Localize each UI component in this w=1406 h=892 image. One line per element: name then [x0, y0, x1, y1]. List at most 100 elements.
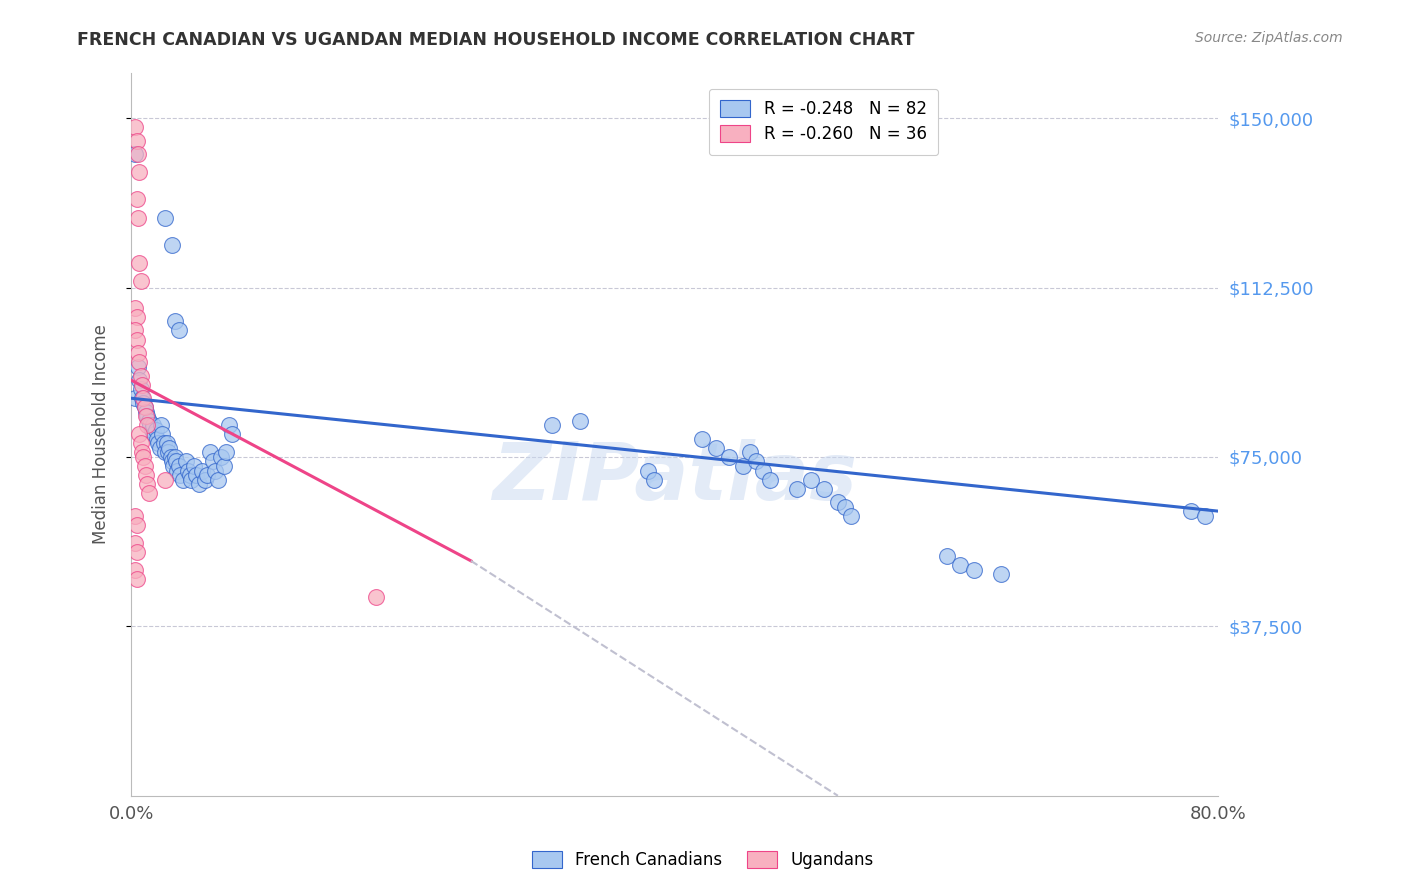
Point — [125, 545, 148, 559]
Point — [149, 441, 172, 455]
Point — [841, 508, 863, 523]
Point — [827, 495, 849, 509]
Point — [193, 473, 215, 487]
Point — [124, 536, 146, 550]
Point — [124, 147, 146, 161]
Point — [218, 418, 240, 433]
Point — [141, 423, 163, 437]
Point — [125, 517, 148, 532]
Point — [128, 427, 150, 442]
Point — [191, 463, 214, 477]
Point — [132, 391, 155, 405]
Point — [143, 427, 166, 442]
Y-axis label: Median Household Income: Median Household Income — [93, 325, 110, 544]
Point — [963, 563, 986, 577]
Point — [136, 477, 159, 491]
Point — [124, 120, 146, 135]
Point — [124, 508, 146, 523]
Point — [1194, 508, 1216, 523]
Point — [834, 500, 856, 514]
Point — [138, 414, 160, 428]
Legend: R = -0.248   N = 82, R = -0.260   N = 36: R = -0.248 N = 82, R = -0.260 N = 36 — [709, 88, 938, 155]
Point — [146, 432, 169, 446]
Point — [188, 477, 211, 491]
Point — [690, 432, 713, 446]
Point — [166, 463, 188, 477]
Point — [186, 468, 208, 483]
Point — [162, 458, 184, 473]
Point — [752, 463, 775, 477]
Point — [159, 450, 181, 464]
Point — [136, 409, 159, 424]
Point — [127, 346, 149, 360]
Point — [131, 391, 153, 405]
Point — [135, 405, 157, 419]
Point — [145, 423, 167, 437]
Point — [718, 450, 741, 464]
Point — [152, 427, 174, 442]
Point — [935, 549, 957, 564]
Point — [129, 436, 152, 450]
Point — [127, 147, 149, 161]
Point — [704, 441, 727, 455]
Point — [786, 482, 808, 496]
Point — [127, 211, 149, 225]
Point — [221, 427, 243, 442]
Point — [209, 450, 232, 464]
Point — [135, 468, 157, 483]
Point — [138, 486, 160, 500]
Point — [148, 436, 170, 450]
Point — [731, 458, 754, 473]
Point — [643, 473, 665, 487]
Point — [201, 454, 224, 468]
Point — [212, 458, 235, 473]
Point — [949, 558, 972, 573]
Point — [1180, 504, 1202, 518]
Text: Source: ZipAtlas.com: Source: ZipAtlas.com — [1195, 31, 1343, 45]
Point — [124, 563, 146, 577]
Point — [128, 165, 150, 179]
Point — [127, 359, 149, 374]
Point — [183, 458, 205, 473]
Point — [800, 473, 823, 487]
Text: ZIPatlas: ZIPatlas — [492, 439, 858, 516]
Point — [738, 445, 761, 459]
Point — [153, 211, 176, 225]
Point — [129, 368, 152, 383]
Point — [174, 454, 197, 468]
Point — [152, 436, 174, 450]
Point — [207, 473, 229, 487]
Point — [204, 463, 226, 477]
Point — [131, 445, 153, 459]
Point — [157, 441, 180, 455]
Point — [364, 590, 387, 604]
Point — [179, 468, 201, 483]
Point — [180, 473, 202, 487]
Point — [131, 377, 153, 392]
Point — [136, 418, 159, 433]
Point — [134, 401, 156, 415]
Point — [125, 310, 148, 324]
Point — [129, 382, 152, 396]
Point — [160, 237, 183, 252]
Point — [160, 454, 183, 468]
Point — [198, 445, 221, 459]
Point — [125, 193, 148, 207]
Point — [637, 463, 659, 477]
Point — [759, 473, 782, 487]
Point — [132, 450, 155, 464]
Point — [135, 409, 157, 424]
Point — [124, 301, 146, 315]
Point — [195, 468, 218, 483]
Point — [125, 572, 148, 586]
Point — [163, 314, 186, 328]
Point — [167, 458, 190, 473]
Point — [128, 256, 150, 270]
Point — [215, 445, 238, 459]
Point — [990, 567, 1012, 582]
Point — [132, 396, 155, 410]
Point — [568, 414, 591, 428]
Point — [128, 373, 150, 387]
Point — [541, 418, 564, 433]
Point — [153, 445, 176, 459]
